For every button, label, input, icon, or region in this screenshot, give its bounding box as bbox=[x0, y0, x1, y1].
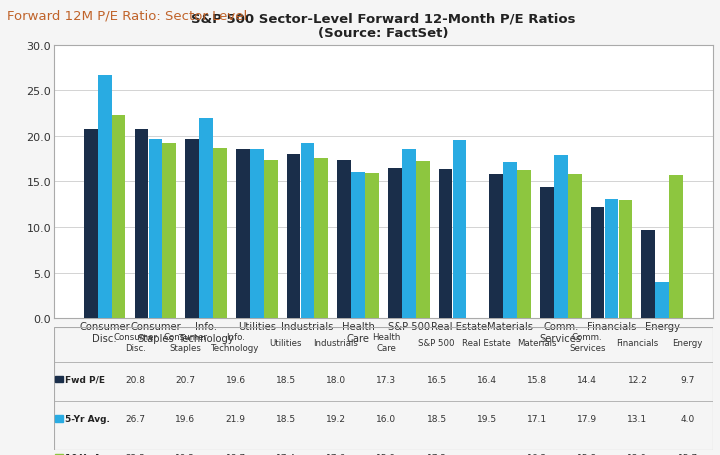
Text: 12.2: 12.2 bbox=[628, 375, 647, 384]
Bar bbox=[185, 140, 199, 318]
Bar bbox=[490, 175, 503, 318]
Text: Financials: Financials bbox=[616, 338, 659, 347]
Bar bbox=[618, 200, 632, 318]
Text: 15.9: 15.9 bbox=[377, 453, 396, 455]
Text: Energy: Energy bbox=[672, 338, 703, 347]
Text: 19.6: 19.6 bbox=[225, 375, 246, 384]
Text: 13.0: 13.0 bbox=[627, 453, 647, 455]
Bar bbox=[315, 158, 328, 318]
Text: 17.9: 17.9 bbox=[577, 414, 598, 423]
Bar bbox=[199, 119, 213, 318]
Bar bbox=[365, 174, 379, 318]
Text: 17.6: 17.6 bbox=[326, 453, 346, 455]
Bar bbox=[590, 207, 604, 318]
Text: 26.7: 26.7 bbox=[125, 414, 145, 423]
Text: Fwd P/E: Fwd P/E bbox=[65, 375, 104, 384]
Title: S&P 500 Sector-Level Forward 12-Month P/E Ratios
(Source: FactSet): S&P 500 Sector-Level Forward 12-Month P/… bbox=[191, 12, 576, 40]
Bar bbox=[337, 161, 351, 318]
Bar bbox=[250, 150, 264, 318]
Bar bbox=[568, 175, 582, 318]
Text: 15.8: 15.8 bbox=[527, 375, 547, 384]
Text: 19.2: 19.2 bbox=[176, 453, 195, 455]
Bar bbox=[402, 150, 415, 318]
Bar bbox=[163, 144, 176, 318]
Text: 15.8: 15.8 bbox=[577, 453, 598, 455]
Bar bbox=[517, 170, 531, 318]
Bar bbox=[438, 169, 452, 318]
Text: 14.4: 14.4 bbox=[577, 375, 597, 384]
Text: Consumer
Disc.: Consumer Disc. bbox=[113, 333, 157, 352]
Text: 16.0: 16.0 bbox=[377, 414, 396, 423]
Text: Materials: Materials bbox=[517, 338, 557, 347]
Text: Info.
Technology: Info. Technology bbox=[212, 333, 260, 352]
Text: 20.8: 20.8 bbox=[125, 375, 145, 384]
Bar bbox=[554, 156, 567, 318]
Text: 16.5: 16.5 bbox=[426, 375, 446, 384]
Text: 17.2: 17.2 bbox=[426, 453, 446, 455]
Text: 16.4: 16.4 bbox=[477, 375, 497, 384]
Bar bbox=[55, 376, 63, 383]
Text: 19.2: 19.2 bbox=[326, 414, 346, 423]
Bar bbox=[287, 155, 300, 318]
Bar bbox=[213, 148, 227, 318]
Text: Health
Care: Health Care bbox=[372, 333, 400, 352]
Bar bbox=[98, 76, 112, 318]
Text: 17.4: 17.4 bbox=[276, 453, 296, 455]
Bar bbox=[540, 187, 554, 318]
Text: Utilities: Utilities bbox=[269, 338, 302, 347]
Text: 17.3: 17.3 bbox=[377, 375, 396, 384]
Text: 9.7: 9.7 bbox=[680, 375, 695, 384]
Bar bbox=[236, 150, 250, 318]
Bar bbox=[503, 163, 517, 318]
Bar bbox=[264, 160, 277, 318]
Text: 18.5: 18.5 bbox=[276, 375, 296, 384]
Text: 4.0: 4.0 bbox=[680, 414, 695, 423]
Bar bbox=[112, 116, 125, 318]
Text: 22.3: 22.3 bbox=[125, 453, 145, 455]
Text: 18.0: 18.0 bbox=[326, 375, 346, 384]
Text: 10-Yr Avg.: 10-Yr Avg. bbox=[65, 453, 115, 455]
Text: 21.9: 21.9 bbox=[225, 414, 246, 423]
Text: Real Estate: Real Estate bbox=[462, 338, 511, 347]
Text: Forward 12M P/E Ratio: Sector Level: Forward 12M P/E Ratio: Sector Level bbox=[7, 9, 248, 22]
Bar bbox=[416, 162, 430, 318]
Bar bbox=[605, 199, 618, 318]
Text: 19.6: 19.6 bbox=[175, 414, 195, 423]
Text: 13.1: 13.1 bbox=[627, 414, 647, 423]
Text: Comm.
Services: Comm. Services bbox=[569, 333, 606, 352]
Bar bbox=[655, 282, 669, 318]
Bar bbox=[84, 129, 98, 318]
Bar bbox=[55, 415, 63, 422]
Text: 5-Yr Avg.: 5-Yr Avg. bbox=[65, 414, 109, 423]
Text: 17.1: 17.1 bbox=[527, 414, 547, 423]
Bar bbox=[148, 140, 162, 318]
Text: 16.3: 16.3 bbox=[527, 453, 547, 455]
Bar bbox=[135, 130, 148, 318]
Bar bbox=[642, 230, 655, 318]
Text: 15.7: 15.7 bbox=[678, 453, 698, 455]
Text: 18.7: 18.7 bbox=[225, 453, 246, 455]
Text: 19.5: 19.5 bbox=[477, 414, 497, 423]
Bar bbox=[388, 168, 402, 318]
Text: 18.5: 18.5 bbox=[426, 414, 446, 423]
Text: Consumer
Staples: Consumer Staples bbox=[163, 333, 207, 352]
Bar bbox=[669, 176, 683, 318]
Text: 18.5: 18.5 bbox=[276, 414, 296, 423]
Bar bbox=[300, 144, 314, 318]
Text: 20.7: 20.7 bbox=[176, 375, 195, 384]
Text: S&P 500: S&P 500 bbox=[418, 338, 455, 347]
Bar bbox=[351, 173, 365, 318]
Bar bbox=[453, 141, 467, 318]
Text: Industrials: Industrials bbox=[314, 338, 359, 347]
